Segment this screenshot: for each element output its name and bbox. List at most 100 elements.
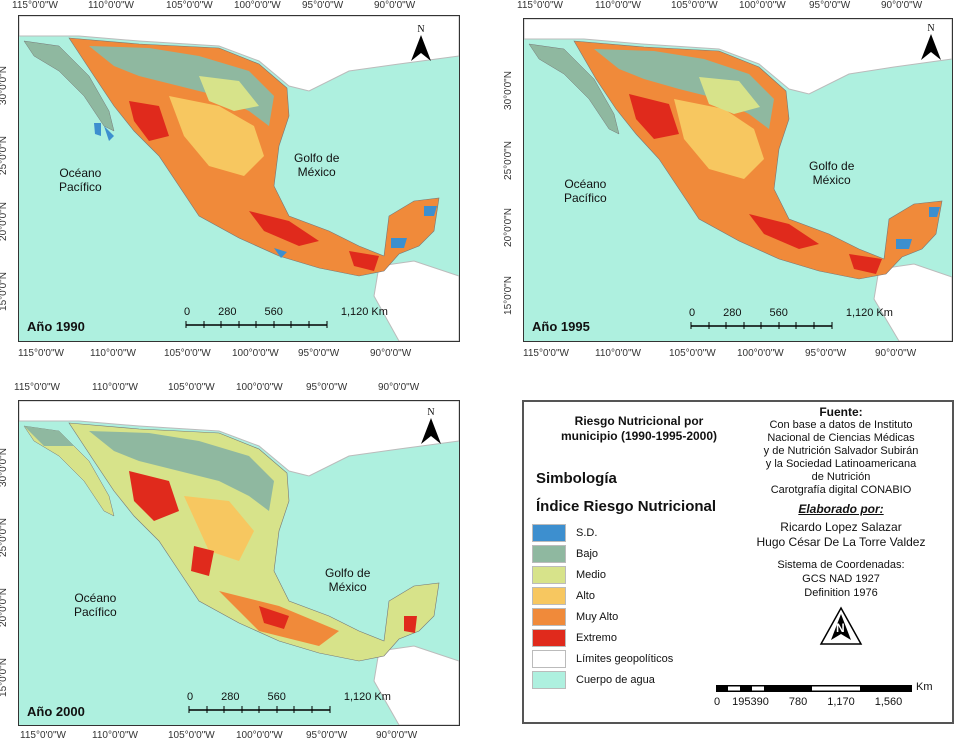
baja-california: [23, 40, 115, 132]
gulf-line: México: [297, 165, 336, 179]
legend-item-label: Extremo: [576, 631, 617, 644]
region-extremo: [849, 254, 882, 274]
swatch-extremo: [532, 628, 566, 647]
gulf-line: México: [328, 580, 367, 594]
lon-tick: 90°0'0"W: [374, 0, 416, 11]
legend-item: Cuerpo de agua: [532, 669, 673, 690]
fuente-line: de Nutrición: [811, 471, 871, 483]
lon-tick: 100°0'0"W: [236, 382, 283, 393]
region-extremo: [404, 616, 417, 633]
pacific-line: Pacífico: [59, 180, 102, 194]
simbologia-heading: Simbología: [536, 470, 617, 487]
map-frame: Océano Pacífico Golfo de México N Año 19…: [18, 15, 460, 342]
pacific-line: Pacífico: [74, 605, 117, 619]
scale-num: 0: [187, 691, 194, 703]
gulf-label: Golfo de México: [809, 159, 854, 187]
lon-tick: 105°0'0"W: [166, 0, 213, 11]
lat-tick: 20°0'0"N: [502, 208, 514, 247]
region-medio: [199, 76, 259, 111]
swatch-muy-alto: [532, 607, 566, 626]
scale-line: [716, 685, 912, 692]
scale-num: 280: [221, 691, 240, 703]
region-extremo: [129, 101, 169, 141]
legend-title-line: Riesgo Nutricional por: [574, 414, 704, 428]
lat-tick: 25°0'0"N: [0, 136, 9, 175]
swatch-agua: [532, 670, 566, 689]
gulf-label: Golfo de México: [294, 151, 339, 179]
gulf-line: México: [812, 173, 851, 187]
scale-line: [185, 321, 328, 329]
north-label: N: [427, 407, 435, 418]
scale-unit: Km: [916, 681, 933, 693]
lat-tick: 25°0'0"N: [502, 141, 514, 180]
pacific-label: Océano Pacífico: [74, 591, 117, 619]
scale-num: 560: [264, 306, 283, 318]
gulf-label: Golfo de México: [325, 566, 370, 594]
legend-credits: Fuente: Con base a datos de Instituto Na…: [736, 406, 946, 646]
coord-line: Sistema de Coordenadas:: [777, 559, 905, 571]
lon-tick: 90°0'0"W: [376, 730, 418, 741]
region-alto: [184, 496, 254, 561]
legend-item-label: Cuerpo de agua: [576, 673, 655, 686]
lon-tick: 105°0'0"W: [168, 730, 215, 741]
scale-num: 280: [218, 306, 237, 318]
region-extremo: [349, 251, 379, 271]
neighbor-land: [19, 401, 459, 477]
lon-tick: 115°0'0"W: [20, 730, 66, 741]
mexico-map-1995: [524, 19, 952, 341]
lat-tick: 30°0'0"N: [502, 71, 514, 110]
legend-item-label: Medio: [576, 568, 606, 581]
lon-tick: 110°0'0"W: [92, 382, 138, 393]
lon-tick: 90°0'0"W: [881, 0, 923, 11]
legend-item-label: Límites geopolíticos: [576, 652, 674, 665]
north-label: N: [927, 23, 935, 34]
region-sd: [896, 239, 912, 249]
lon-tick: 115°0'0"W: [14, 382, 60, 393]
scale-num: 0: [714, 696, 721, 708]
scale-bar: 0 280 560 1,120 Km: [184, 306, 388, 331]
region-extremo: [749, 214, 819, 249]
north-arrow-icon: [921, 34, 941, 60]
scale-line: [690, 322, 833, 330]
lon-tick: 100°0'0"W: [236, 730, 283, 741]
lon-tick: 105°0'0"W: [168, 382, 215, 393]
region-alto: [674, 99, 764, 179]
fuente-line: Nacional de Ciencias Médicas: [767, 432, 915, 444]
neighbor-land: [873, 263, 952, 341]
mexico-map-1990: [19, 16, 459, 341]
lon-tick: 105°0'0"W: [164, 348, 211, 359]
scale-num: 1,120 Km: [845, 307, 893, 319]
neighbor-land: [373, 260, 459, 341]
legend-item: S.D.: [532, 522, 673, 543]
scale-num: 195390: [732, 696, 769, 708]
author: Ricardo Lopez Salazar: [780, 520, 902, 534]
region-bajo: [594, 49, 774, 129]
region-sd: [94, 123, 101, 136]
north-label: N: [417, 24, 425, 35]
indice-heading: Índice Riesgo Nutricional: [536, 498, 717, 515]
swatch-limites: [532, 649, 566, 668]
lon-tick: 90°0'0"W: [378, 382, 420, 393]
scale-num: 560: [769, 307, 788, 319]
scale-num: 1,120 Km: [340, 306, 388, 318]
lon-tick: 90°0'0"W: [875, 348, 917, 359]
legend-north-label: N: [836, 621, 845, 635]
region-extremo: [249, 211, 319, 246]
scale-num: 0: [689, 307, 696, 319]
scale-num: 0: [184, 306, 191, 318]
neighbor-land: [524, 19, 952, 95]
legend-item: Alto: [532, 585, 673, 606]
pacific-label: Océano Pacífico: [59, 166, 102, 194]
baja-south: [104, 126, 114, 141]
lat-tick: 15°0'0"N: [0, 272, 9, 311]
fuente-title: Fuente:: [819, 405, 863, 419]
scale-num: 560: [267, 691, 286, 703]
map-panel-1995: 115°0'0"W 110°0'0"W 105°0'0"W 100°0'0"W …: [502, 0, 972, 370]
fuente-line: Carotgrafía digital CONABIO: [770, 484, 912, 496]
scale-num: 1,170: [827, 696, 855, 708]
lon-tick: 105°0'0"W: [671, 0, 718, 11]
legend-item-label: S.D.: [576, 526, 598, 539]
swatch-sd: [532, 523, 566, 542]
lon-tick: 95°0'0"W: [302, 0, 344, 11]
map-frame: Océano Pacífico Golfo de México N Año 19…: [523, 18, 953, 342]
